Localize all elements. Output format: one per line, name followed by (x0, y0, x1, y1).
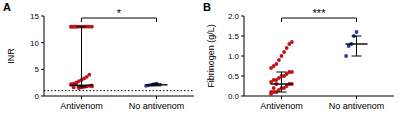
x-tick (356, 96, 357, 99)
plot-area (269, 30, 367, 96)
data-point (272, 86, 276, 90)
y-tick (241, 76, 244, 77)
y-axis-label: INR (6, 48, 16, 64)
y-tick-label: 15 (30, 12, 39, 21)
data-point (355, 30, 359, 34)
x-tick (81, 96, 82, 99)
data-point (290, 40, 294, 44)
panel-label: A (3, 1, 11, 13)
data-point (282, 50, 286, 54)
error-cap (152, 85, 162, 86)
data-point (87, 73, 91, 77)
y-tick-label: 1.0 (228, 52, 240, 61)
error-cap (152, 83, 162, 84)
y-tick-label: 2.0 (228, 12, 240, 21)
y-tick (41, 96, 44, 97)
data-point (269, 90, 273, 94)
data-point (280, 54, 284, 58)
x-tick-label: Antivenom (60, 101, 103, 111)
reference-line (44, 90, 194, 91)
error-bar (81, 27, 82, 87)
y-tick (41, 42, 44, 43)
data-point (72, 86, 76, 90)
y-tick (241, 16, 244, 17)
error-cap (277, 92, 287, 93)
y-tick (41, 16, 44, 17)
data-point (285, 46, 289, 50)
x-tick-label: Antivenom (260, 101, 303, 111)
data-point (74, 81, 78, 85)
center-line (71, 85, 93, 86)
figure: A INR 0 5 10 15 Antivenom No antivenom * B Fibrino… (0, 0, 400, 123)
y-tick-label: 1.5 (228, 32, 240, 41)
y-tick-label: 0 (35, 92, 40, 101)
plot-area (44, 25, 194, 91)
x-tick (156, 96, 157, 99)
center-line (271, 83, 293, 84)
y-tick-label: 0.5 (228, 72, 240, 81)
center-line (346, 43, 368, 44)
error-bar (281, 72, 282, 92)
y-tick-label: 0.0 (228, 92, 240, 101)
y-axis (44, 16, 45, 96)
error-bar (356, 36, 357, 56)
y-axis-label: Fibrinogen (g/L) (206, 24, 216, 88)
x-axis (244, 96, 394, 97)
data-point (274, 62, 278, 66)
significance-label: *** (313, 7, 327, 19)
error-cap (352, 36, 362, 37)
error-cap (352, 56, 362, 57)
x-tick-label: No antivenom (129, 101, 185, 111)
panel-label: B (203, 1, 211, 13)
error-cap (77, 26, 87, 27)
x-tick-label: No antivenom (329, 101, 385, 111)
error-cap (77, 86, 87, 87)
error-cap (277, 72, 287, 73)
y-tick-label: 5 (35, 65, 40, 74)
y-tick-label: 10 (30, 39, 39, 48)
x-axis (44, 96, 194, 97)
data-point (344, 54, 348, 58)
data-point (290, 70, 294, 74)
x-tick (281, 96, 282, 99)
center-line (146, 84, 168, 85)
data-point (90, 25, 94, 29)
significance-label: * (117, 7, 122, 19)
y-tick (41, 69, 44, 70)
y-tick (241, 56, 244, 57)
data-point (277, 58, 281, 62)
y-tick (241, 36, 244, 37)
y-tick (241, 96, 244, 97)
